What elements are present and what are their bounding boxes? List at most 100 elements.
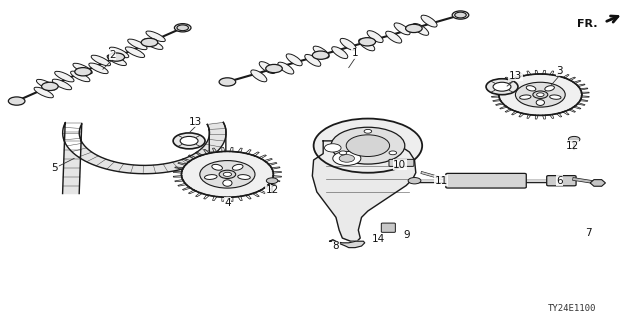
Circle shape — [314, 119, 422, 173]
Circle shape — [493, 82, 511, 91]
Ellipse shape — [305, 54, 321, 66]
Ellipse shape — [146, 31, 165, 42]
FancyBboxPatch shape — [381, 223, 396, 232]
Circle shape — [75, 68, 92, 76]
Circle shape — [408, 178, 421, 184]
Ellipse shape — [332, 47, 348, 59]
Text: 5: 5 — [52, 163, 58, 173]
Ellipse shape — [223, 180, 232, 186]
Ellipse shape — [358, 39, 375, 51]
Text: FR.: FR. — [577, 19, 598, 28]
Ellipse shape — [34, 87, 53, 98]
Circle shape — [174, 24, 191, 32]
Circle shape — [219, 78, 236, 86]
Circle shape — [389, 151, 397, 155]
Circle shape — [406, 24, 422, 33]
Text: 4: 4 — [224, 198, 230, 208]
Text: 1: 1 — [352, 48, 358, 58]
Circle shape — [515, 82, 565, 107]
Ellipse shape — [251, 70, 267, 82]
Circle shape — [364, 129, 372, 133]
Ellipse shape — [313, 46, 329, 58]
Circle shape — [141, 38, 158, 47]
Ellipse shape — [386, 31, 402, 43]
Circle shape — [324, 144, 341, 152]
Ellipse shape — [54, 71, 74, 82]
Ellipse shape — [70, 71, 90, 82]
Ellipse shape — [107, 55, 127, 66]
Ellipse shape — [286, 54, 302, 66]
Text: 9: 9 — [403, 230, 410, 240]
Circle shape — [8, 97, 25, 105]
Ellipse shape — [212, 164, 223, 170]
Ellipse shape — [237, 175, 250, 180]
FancyBboxPatch shape — [389, 159, 414, 166]
Circle shape — [486, 79, 518, 95]
Ellipse shape — [520, 95, 531, 99]
Polygon shape — [330, 240, 365, 248]
Ellipse shape — [259, 62, 275, 74]
Ellipse shape — [36, 79, 56, 90]
Ellipse shape — [526, 86, 536, 91]
Ellipse shape — [232, 164, 243, 170]
Circle shape — [536, 93, 544, 97]
Ellipse shape — [73, 63, 92, 74]
Text: 3: 3 — [556, 66, 563, 76]
Text: 12: 12 — [566, 141, 579, 151]
Circle shape — [452, 11, 468, 19]
Circle shape — [181, 151, 273, 197]
Ellipse shape — [340, 38, 356, 50]
Text: 11: 11 — [435, 176, 448, 186]
Circle shape — [339, 151, 347, 155]
Text: 7: 7 — [585, 228, 591, 238]
Circle shape — [568, 136, 580, 142]
Polygon shape — [63, 123, 226, 194]
Text: 13: 13 — [509, 71, 522, 81]
Ellipse shape — [545, 86, 554, 91]
Polygon shape — [590, 180, 605, 186]
Ellipse shape — [536, 100, 545, 106]
Circle shape — [312, 51, 329, 59]
Text: 8: 8 — [333, 241, 339, 251]
Ellipse shape — [109, 47, 129, 58]
FancyBboxPatch shape — [547, 176, 576, 186]
Circle shape — [533, 91, 548, 99]
Ellipse shape — [128, 39, 147, 50]
Text: TY24E1100: TY24E1100 — [548, 304, 596, 313]
Circle shape — [200, 161, 255, 188]
Ellipse shape — [205, 175, 217, 180]
Ellipse shape — [394, 23, 410, 35]
Circle shape — [346, 135, 390, 156]
Circle shape — [219, 170, 236, 179]
Circle shape — [177, 25, 188, 31]
Text: 12: 12 — [266, 185, 279, 195]
Ellipse shape — [421, 15, 437, 27]
Ellipse shape — [52, 79, 72, 90]
Circle shape — [359, 38, 376, 46]
Ellipse shape — [367, 31, 383, 43]
Ellipse shape — [550, 95, 561, 99]
Text: 2: 2 — [109, 50, 116, 60]
Ellipse shape — [413, 23, 429, 35]
Circle shape — [266, 64, 282, 73]
Circle shape — [455, 12, 467, 18]
Circle shape — [266, 178, 278, 184]
Ellipse shape — [125, 47, 145, 58]
Text: 10: 10 — [393, 160, 406, 170]
Circle shape — [108, 53, 125, 61]
Circle shape — [42, 82, 58, 91]
Circle shape — [223, 172, 232, 176]
Ellipse shape — [89, 63, 108, 74]
Ellipse shape — [143, 39, 163, 50]
Circle shape — [339, 155, 355, 162]
Circle shape — [331, 127, 405, 164]
Circle shape — [180, 136, 198, 145]
Circle shape — [333, 151, 361, 165]
Text: 6: 6 — [556, 176, 563, 186]
FancyBboxPatch shape — [446, 173, 526, 188]
Circle shape — [173, 133, 205, 149]
Polygon shape — [312, 141, 416, 241]
Ellipse shape — [278, 62, 294, 74]
Circle shape — [499, 74, 582, 116]
Text: 13: 13 — [189, 117, 202, 127]
